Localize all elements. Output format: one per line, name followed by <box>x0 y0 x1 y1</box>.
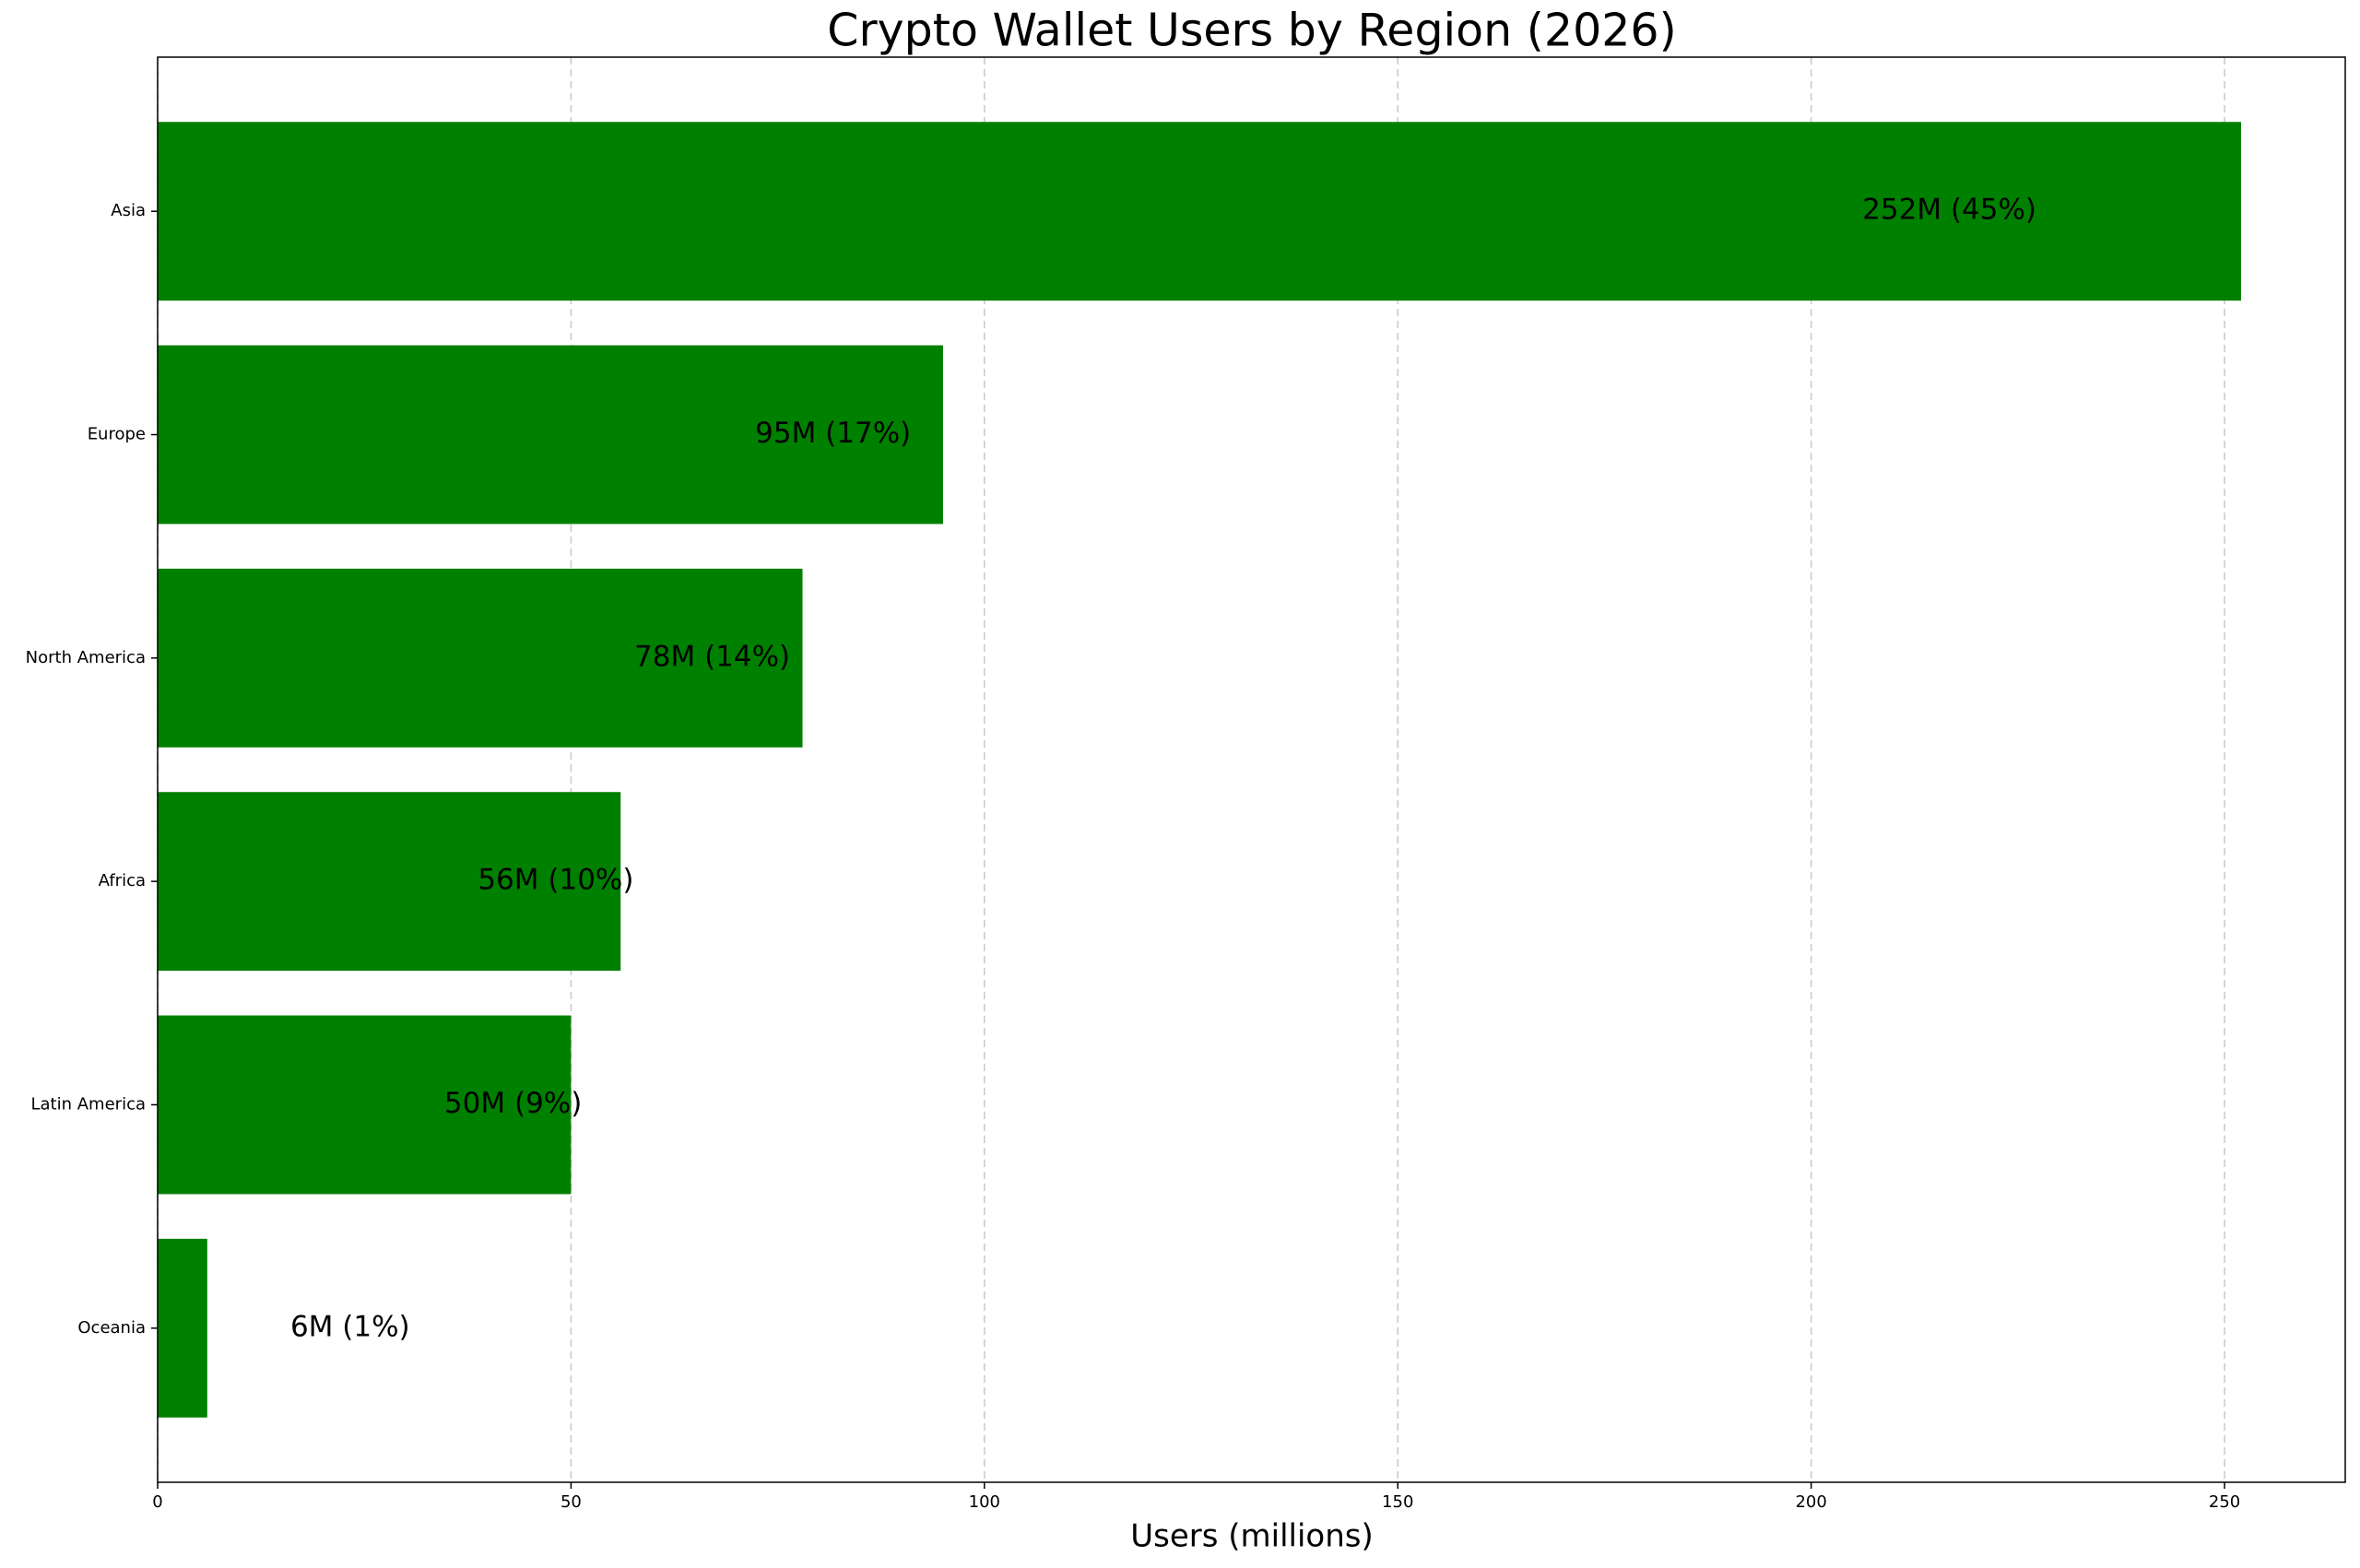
bar <box>158 1238 207 1418</box>
bar <box>158 1015 572 1195</box>
x-tick-label: 0 <box>152 1492 162 1512</box>
y-tick-label: Latin America <box>31 1094 147 1114</box>
value-label: 78M (14%) <box>634 640 790 673</box>
x-axis-label: Users (millions) <box>1130 1518 1374 1555</box>
bar <box>158 345 943 525</box>
x-tick-label: 150 <box>1382 1492 1413 1512</box>
plot-frame <box>157 56 2346 1483</box>
value-label: 6M (1%) <box>290 1310 410 1343</box>
x-tick-label: 250 <box>2209 1492 2240 1512</box>
y-tick-label: North America <box>26 648 146 667</box>
y-tick-label: Europe <box>88 425 146 444</box>
y-tick-label: Africa <box>99 871 146 890</box>
x-tick-label: 50 <box>560 1492 582 1512</box>
y-tick-label: Asia <box>111 201 146 220</box>
bar <box>158 568 803 748</box>
x-tick-label: 100 <box>969 1492 1000 1512</box>
y-tick-label: Oceania <box>77 1318 146 1338</box>
bar <box>158 792 621 972</box>
chart-title: Crypto Wallet Users by Region (2026) <box>827 5 1676 57</box>
value-label: 56M (10%) <box>478 864 633 897</box>
value-label: 95M (17%) <box>755 417 911 450</box>
x-tick-label: 200 <box>1795 1492 1826 1512</box>
plot-area: 0 50 100 150 200 250 Asia 252M (45%) Europe 95M (… <box>26 56 2346 1512</box>
value-label: 252M (45%) <box>1862 194 2036 227</box>
value-label: 50M (9%) <box>444 1087 582 1120</box>
bar <box>158 122 2241 301</box>
